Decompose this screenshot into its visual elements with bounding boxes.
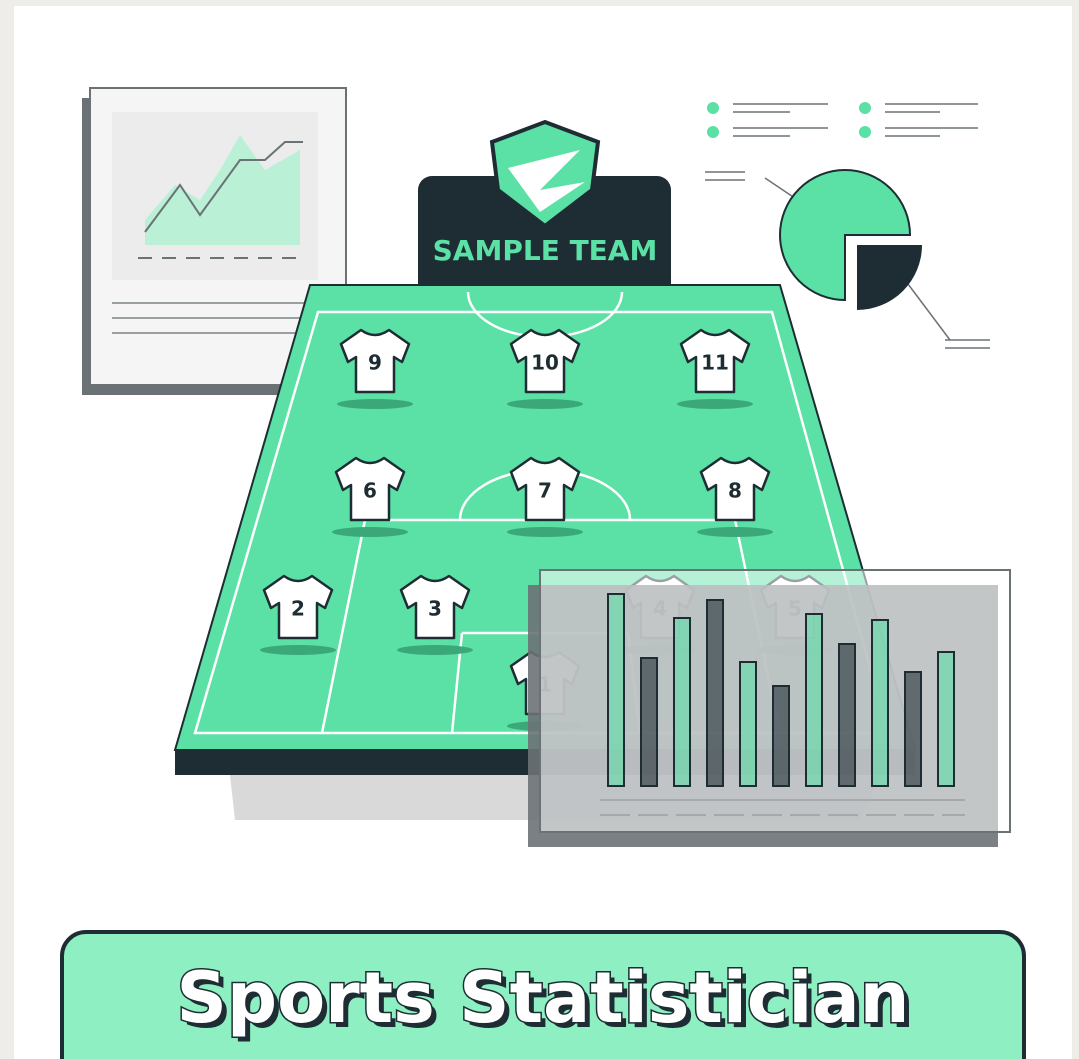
jersey-number: 9 xyxy=(368,351,382,375)
jersey-shadow xyxy=(337,399,413,409)
jersey-number: 3 xyxy=(428,597,442,621)
jersey-shadow xyxy=(677,399,753,409)
illustration: SAMPLE TEAM 9101167823451 Sports Statist… xyxy=(0,0,1079,1059)
jersey-shadow xyxy=(260,645,336,655)
banner-title: Sports Statistician xyxy=(177,957,910,1039)
team-name: SAMPLE TEAM xyxy=(433,234,658,267)
jersey-number: 2 xyxy=(291,597,305,621)
jersey-shadow xyxy=(697,527,773,537)
jersey-number: 10 xyxy=(531,351,559,375)
jersey-number: 8 xyxy=(728,479,742,503)
jersey-number: 7 xyxy=(538,479,552,503)
page: SAMPLE TEAM 9101167823451 Sports Statist… xyxy=(0,0,1079,1059)
jersey-shadow xyxy=(332,527,408,537)
jersey-number: 6 xyxy=(363,479,377,503)
jersey-shadow xyxy=(507,527,583,537)
jersey-number: 11 xyxy=(701,351,729,375)
jersey-shadow xyxy=(507,399,583,409)
jersey-shadow xyxy=(397,645,473,655)
